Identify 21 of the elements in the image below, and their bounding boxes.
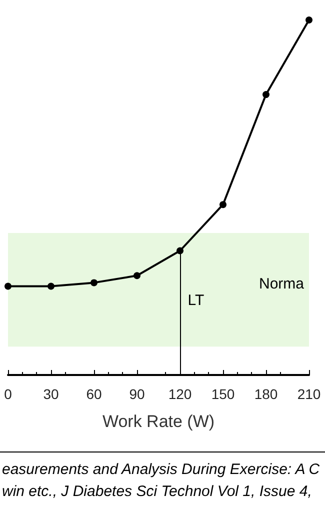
- x-tick-label: 60: [86, 386, 102, 402]
- point: [306, 16, 312, 24]
- x-axis-title: Work Rate (W): [102, 412, 215, 431]
- x-tick-label: 30: [43, 386, 59, 402]
- point: [176, 247, 184, 254]
- point: [48, 282, 54, 290]
- x-tick-label: 0: [4, 386, 12, 402]
- band-label: Norma: [258, 275, 305, 292]
- point: [220, 201, 226, 208]
- x-tick-label: 180: [254, 386, 278, 402]
- point: [4, 282, 12, 290]
- text: win etc., J Diabetes Sci Technol Vol 1, Issue 4,: [2, 483, 312, 500]
- text: easurements and Analysis During Exercise: A C: [2, 461, 320, 478]
- x-tick-label: 90: [129, 386, 145, 402]
- x-tick-label: 150: [211, 386, 235, 402]
- x-tick-label: 120: [168, 386, 192, 402]
- x-tick-label: 210: [297, 386, 321, 402]
- point: [262, 91, 270, 98]
- ref-line-label: LT: [188, 292, 204, 309]
- point: [90, 279, 98, 286]
- point: [134, 272, 140, 280]
